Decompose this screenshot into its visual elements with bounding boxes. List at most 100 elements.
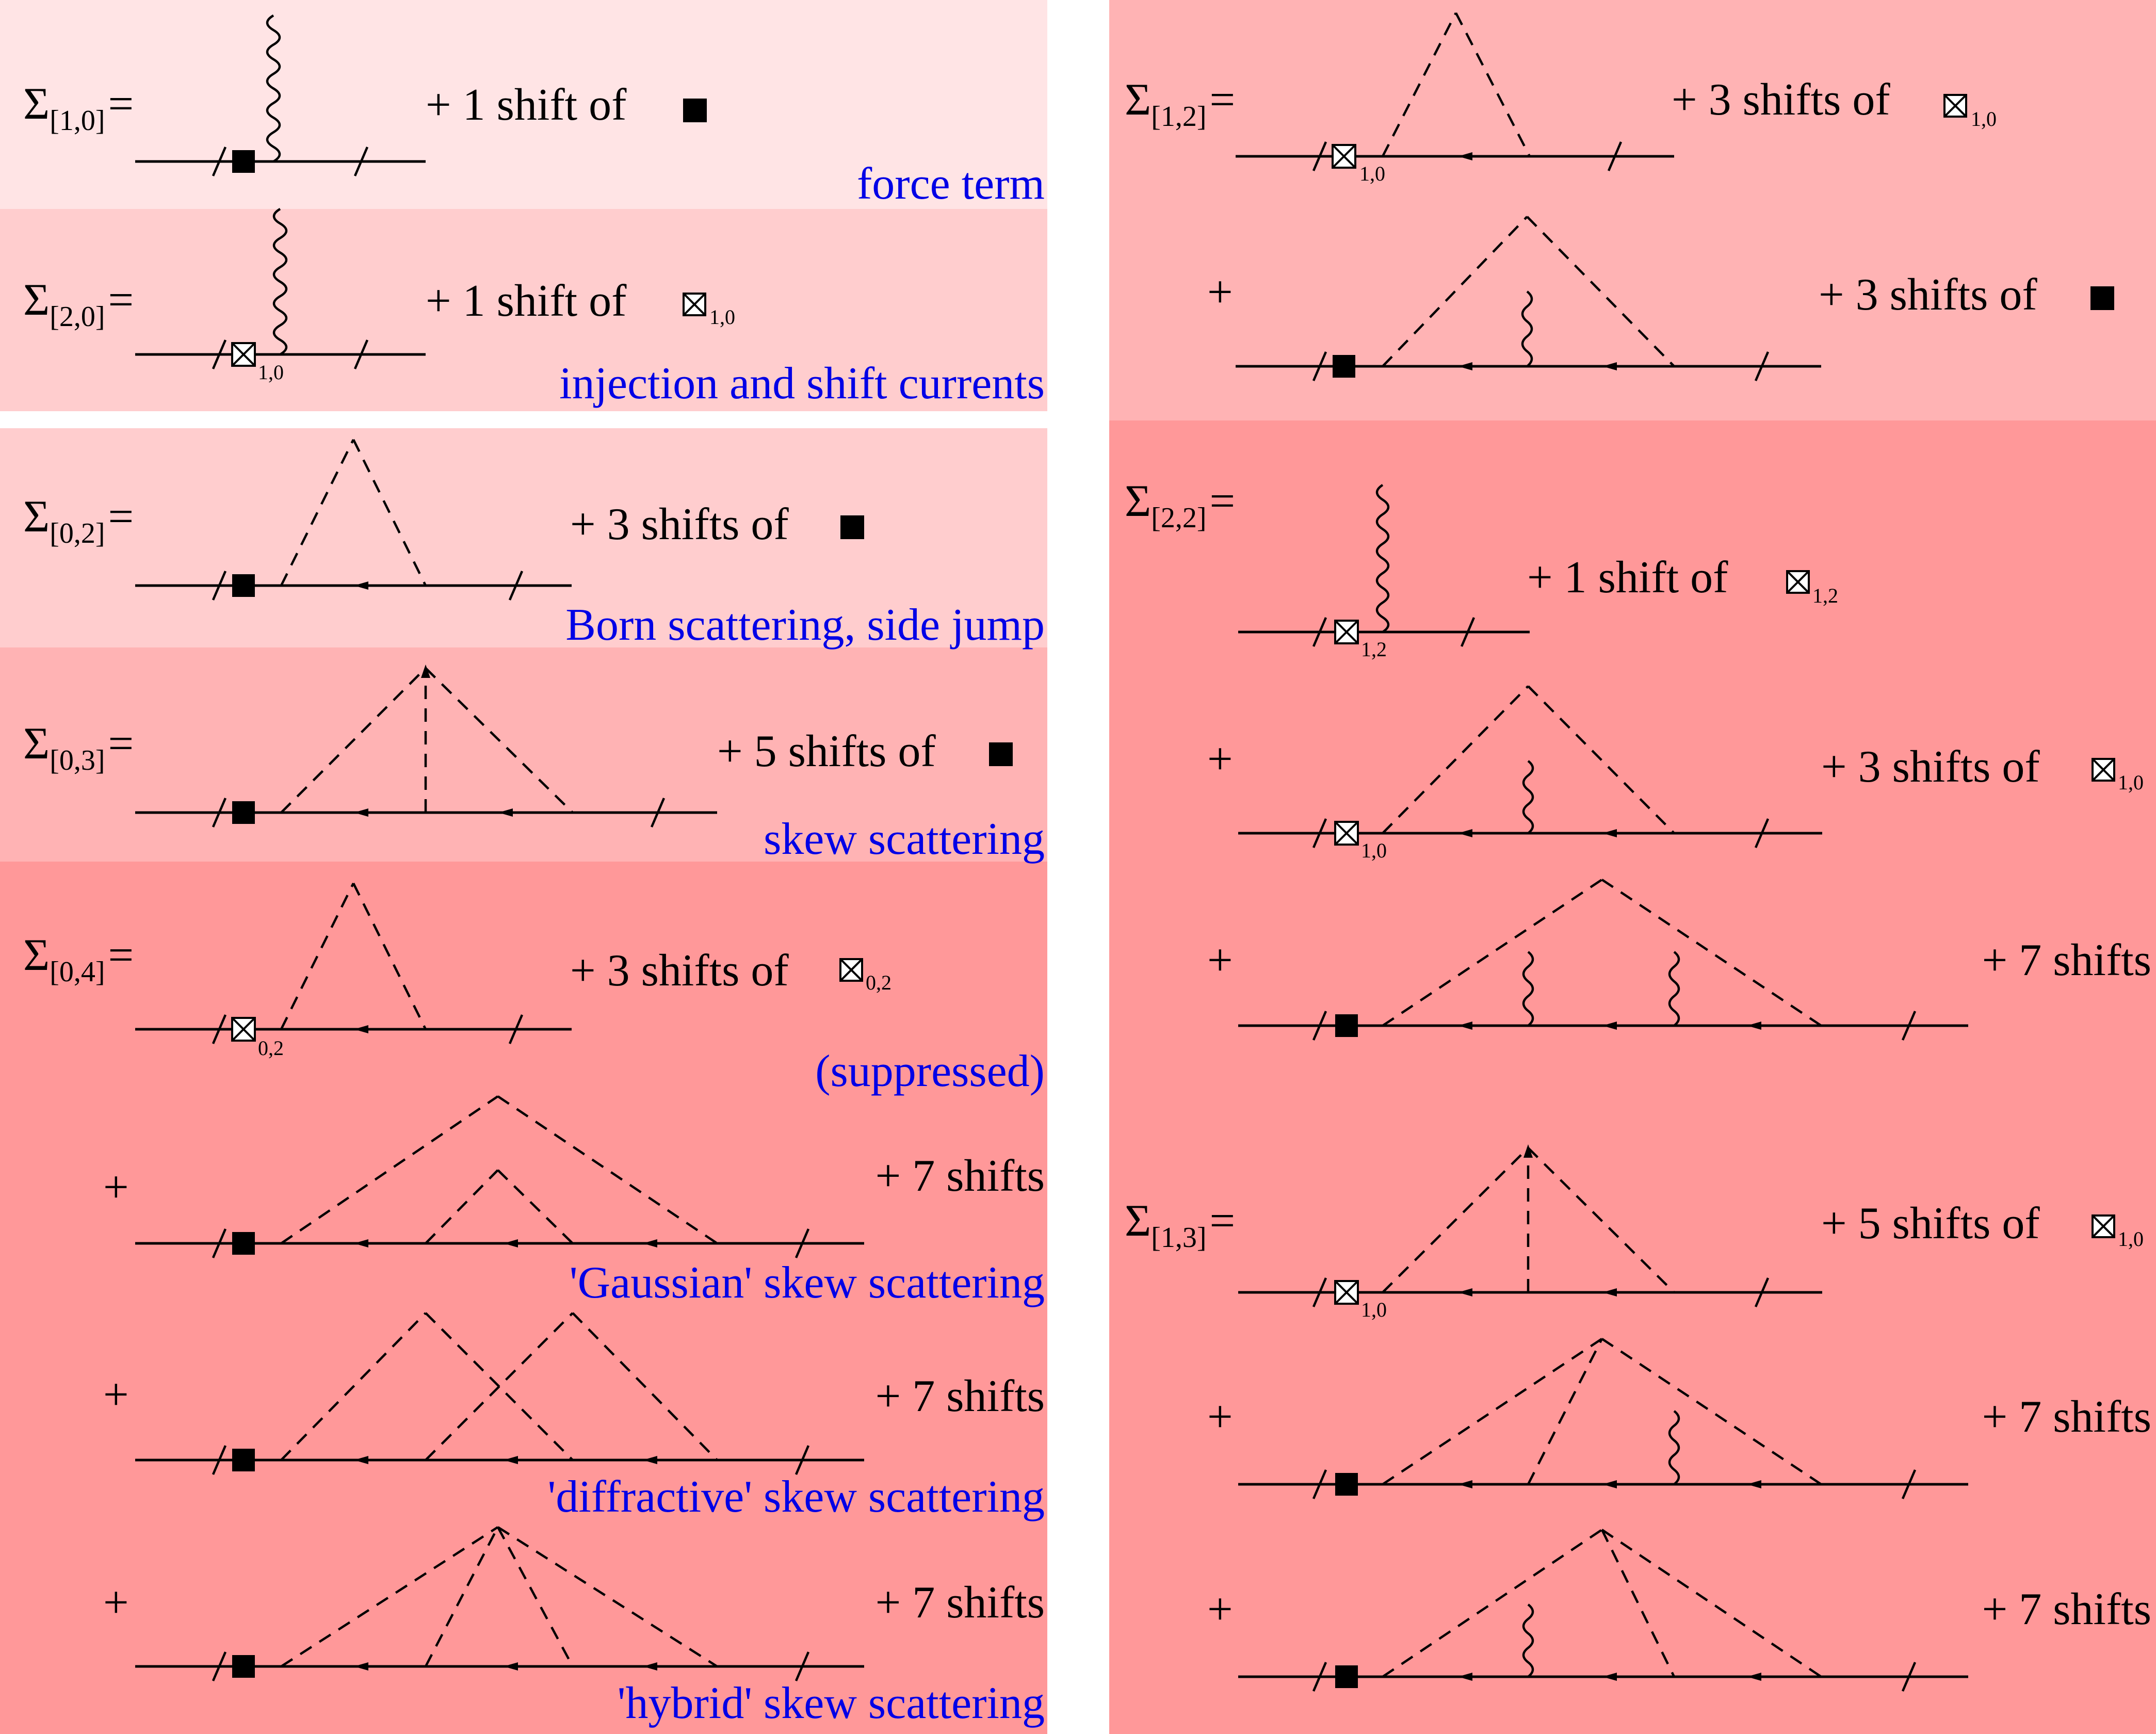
shifts-text: + 7 shifts bbox=[876, 1578, 1045, 1628]
vertex-subscript: 1,0 bbox=[1361, 839, 1387, 862]
propagator-arrow bbox=[643, 1239, 657, 1247]
shifts-text: + 3 shifts of bbox=[1819, 270, 2037, 320]
cut-mark bbox=[1312, 1469, 1327, 1499]
shifts-text: + 5 shifts of bbox=[717, 726, 936, 776]
band-sigma-22-13 bbox=[1109, 420, 2156, 1734]
diagram-sigma-13-c: + + 7 shifts bbox=[1207, 1529, 2151, 1692]
cut-mark bbox=[795, 1651, 810, 1681]
impurity-line bbox=[497, 1526, 574, 1667]
impurity-line bbox=[425, 1526, 499, 1667]
impurity-line bbox=[1382, 1147, 1529, 1293]
propagator-arrow bbox=[1602, 1673, 1617, 1681]
caption-injection-shift: injection and shift currents bbox=[559, 359, 1045, 409]
equals-sign: = bbox=[1210, 476, 1236, 526]
band-sigma-12 bbox=[1109, 0, 2156, 420]
propagator-arrow bbox=[421, 665, 430, 678]
sigma-symbol: Σ bbox=[23, 930, 50, 980]
filled-square-vertex bbox=[232, 1232, 255, 1255]
self-energy-label: Σ[0,3]= bbox=[23, 719, 134, 776]
equals-sign: = bbox=[1210, 75, 1236, 125]
photon-wavy-line bbox=[1522, 1603, 1534, 1678]
vertex-subscript: 1,0 bbox=[2118, 771, 2144, 794]
cut-mark bbox=[1312, 351, 1327, 381]
photon-wavy-line bbox=[1522, 760, 1534, 834]
propagator-arrow bbox=[354, 1239, 368, 1247]
impurity-line bbox=[1526, 216, 1675, 367]
crossed-square-vertex bbox=[231, 342, 256, 367]
cut-mark bbox=[1312, 818, 1327, 848]
propagator-arrow bbox=[1747, 1022, 1761, 1030]
impurity-line bbox=[1381, 12, 1457, 157]
shifts-text: + 3 shifts of bbox=[570, 499, 789, 549]
cut-mark bbox=[508, 1014, 524, 1044]
filled-square-vertex bbox=[232, 801, 255, 824]
sigma-symbol: Σ bbox=[23, 275, 50, 325]
vertex-subscript: 1,0 bbox=[709, 305, 735, 329]
self-energy-label: Σ[0,4]= bbox=[23, 930, 134, 988]
impurity-line bbox=[425, 667, 574, 814]
propagator-arrow bbox=[354, 1025, 368, 1033]
impurity-line bbox=[1382, 216, 1528, 367]
propagator-arrow bbox=[1458, 829, 1472, 837]
plus-sign: + bbox=[1207, 1392, 1233, 1442]
photon-wavy-line bbox=[1668, 951, 1680, 1027]
crossed-square-vertex bbox=[231, 1017, 256, 1042]
self-energy-label: Σ[2,0]= bbox=[23, 275, 134, 333]
impurity-line bbox=[1382, 685, 1529, 834]
propagator-arrow bbox=[354, 808, 368, 817]
plus-sign: + bbox=[103, 1578, 129, 1628]
propagator-arrow bbox=[1458, 1288, 1472, 1297]
plus-sign: + bbox=[1207, 935, 1233, 985]
diagram-sigma-22-c: + + 7 shifts bbox=[1207, 879, 2151, 1041]
crossed-square-diag bbox=[231, 1017, 256, 1042]
impurity-line bbox=[497, 1169, 574, 1244]
sigma-subscript: [2,2] bbox=[1151, 502, 1206, 534]
crossed-square-diag bbox=[1332, 144, 1356, 169]
band-sigma-10 bbox=[0, 0, 1047, 209]
impurity-line bbox=[280, 1526, 499, 1667]
propagator-arrow bbox=[1602, 362, 1617, 370]
shifts-text: + 1 shift of bbox=[426, 80, 627, 130]
diagram-gaussian-skew: + + 7 shifts 'Gaussian' skew scattering bbox=[103, 1095, 1045, 1308]
caption-force-term: force term bbox=[857, 159, 1045, 209]
self-energy-label: Σ[1,2]= bbox=[1125, 75, 1235, 133]
shifts-text: + 7 shifts bbox=[1982, 935, 2151, 985]
impurity-line bbox=[1527, 1147, 1675, 1293]
impurity-line bbox=[280, 883, 355, 1030]
photon-wavy-line bbox=[1668, 1410, 1680, 1485]
crossed-square-diag bbox=[1786, 570, 1810, 594]
propagator-arrow bbox=[1458, 1480, 1472, 1488]
filled-square-vertex bbox=[232, 574, 255, 597]
cut-mark bbox=[1607, 141, 1623, 171]
impurity-line bbox=[1600, 1529, 1676, 1677]
band-sigma-04 bbox=[0, 862, 1047, 1734]
cut-mark bbox=[212, 798, 227, 828]
sigma-subscript: [0,3] bbox=[50, 744, 105, 776]
diagram-sigma-13-b: + + 7 shifts bbox=[1207, 1338, 2151, 1499]
crossed-square-vertex bbox=[1332, 144, 1356, 169]
plus-sign: + bbox=[103, 1162, 129, 1212]
propagator-arrow bbox=[1523, 1144, 1533, 1158]
diagram-sigma-13: Σ[1,3]= 1,0 + 5 shifts of 1,0 bbox=[1125, 1144, 2144, 1321]
crossed-square-vertex bbox=[1943, 94, 1967, 118]
shifts-text: + 3 shifts of bbox=[1672, 75, 1890, 125]
diagram-hybrid-skew: + + 7 shifts 'hybrid' skew scattering bbox=[103, 1526, 1045, 1728]
caption-suppressed: (suppressed) bbox=[815, 1046, 1045, 1096]
cut-mark bbox=[212, 1014, 227, 1044]
filled-square-vertex bbox=[683, 99, 707, 122]
filled-square-vertex bbox=[1335, 1473, 1358, 1496]
self-energy-label: Σ[1,0]= bbox=[23, 79, 134, 137]
photon-wavy-line bbox=[1522, 951, 1534, 1027]
cut-mark bbox=[1460, 617, 1476, 647]
vertex-subscript: 1,0 bbox=[2118, 1227, 2144, 1251]
equals-sign: = bbox=[108, 79, 134, 129]
propagator-arrow bbox=[1747, 1480, 1761, 1488]
impurity-line bbox=[352, 439, 427, 586]
band-sigma-02 bbox=[0, 428, 1047, 647]
propagator-arrow bbox=[1602, 1288, 1617, 1297]
shifts-text: + 1 shift of bbox=[1527, 553, 1728, 603]
impurity-line bbox=[497, 1526, 718, 1667]
filled-square-vertex bbox=[232, 1449, 255, 1471]
crossed-square-vertex bbox=[1334, 1280, 1359, 1305]
